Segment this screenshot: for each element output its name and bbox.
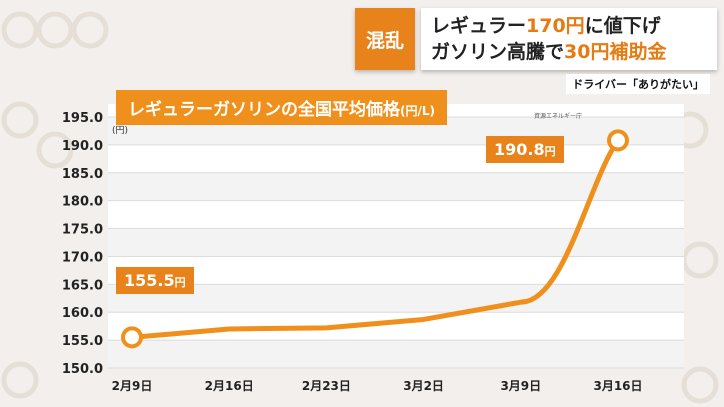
x-tick-label: 3月16日 (593, 379, 642, 393)
headline-line1-highlight: 170円 (526, 15, 585, 37)
y-tick-labels: 150.0 155.0 160.0 165.0 170.0 175.0 180.0 185.0… (62, 111, 103, 377)
first-value-callout: 155.5円 (116, 267, 194, 294)
y-unit-label: (円) (112, 125, 128, 136)
headline-banner: 混乱 レギュラー170円に値下げ ガソリン高騰で30円補助金 (355, 8, 717, 70)
grid-band (108, 172, 684, 201)
headline-line-2: ガソリン高騰で30円補助金 (431, 39, 717, 65)
x-tick-labels: 2月9日 2月16日 2月23日 3月2日 3月9日 3月16日 (112, 379, 643, 393)
y-tick-label: 150.0 (62, 362, 103, 377)
headline-line2-highlight: 30円補助金 (564, 41, 667, 63)
series-line (129, 137, 621, 340)
source-label: 資源エネルギー庁 (534, 113, 583, 120)
y-tick-label: 185.0 (62, 167, 103, 182)
headline-tag: 混乱 (355, 8, 415, 70)
y-tick-label: 180.0 (62, 195, 103, 210)
headline-line1-c: に値下げ (584, 15, 661, 37)
data-points (121, 129, 629, 349)
grid-band (108, 284, 684, 313)
grid-band (108, 340, 684, 368)
y-tick-label: 155.0 (62, 334, 103, 349)
first-value-unit: 円 (174, 276, 186, 289)
y-tick-label: 160.0 (62, 306, 103, 321)
headline-text: レギュラー170円に値下げ ガソリン高騰で30円補助金 (421, 8, 717, 70)
last-value: 190.8 (494, 140, 545, 159)
last-value-unit: 円 (544, 145, 556, 158)
first-value: 155.5 (124, 271, 175, 290)
headline-line1-a: レギュラー (431, 15, 527, 37)
headline-line-1: レギュラー170円に値下げ (431, 13, 717, 39)
chart-title-main: レギュラーガソリンの全国平均価格 (128, 100, 400, 120)
y-tick-label: 190.0 (62, 139, 103, 154)
data-point (607, 129, 629, 152)
x-tick-label: 2月16日 (205, 379, 254, 393)
last-value-callout: 190.8円 (486, 136, 564, 163)
y-tick-label: 165.0 (62, 278, 103, 293)
y-tick-label: 195.0 (62, 111, 103, 126)
data-point (121, 326, 143, 349)
x-tick-label: 2月9日 (112, 379, 153, 393)
grid-band (108, 228, 684, 257)
x-tick-label: 2月23日 (302, 379, 351, 393)
y-tick-label: 170.0 (62, 250, 103, 265)
x-tick-label: 3月9日 (500, 379, 541, 393)
chart-title: レギュラーガソリンの全国平均価格(円/L) (116, 90, 447, 125)
y-tick-label: 175.0 (62, 223, 103, 238)
subtitle-banner: ドライバー「ありがたい」 (566, 74, 710, 94)
chart-title-unit: (円/L) (400, 104, 435, 118)
grid-lines (108, 116, 684, 369)
series-line-layer (129, 137, 621, 340)
headline-line2-a: ガソリン高騰で (431, 41, 565, 63)
x-tick-label: 3月2日 (403, 379, 444, 393)
